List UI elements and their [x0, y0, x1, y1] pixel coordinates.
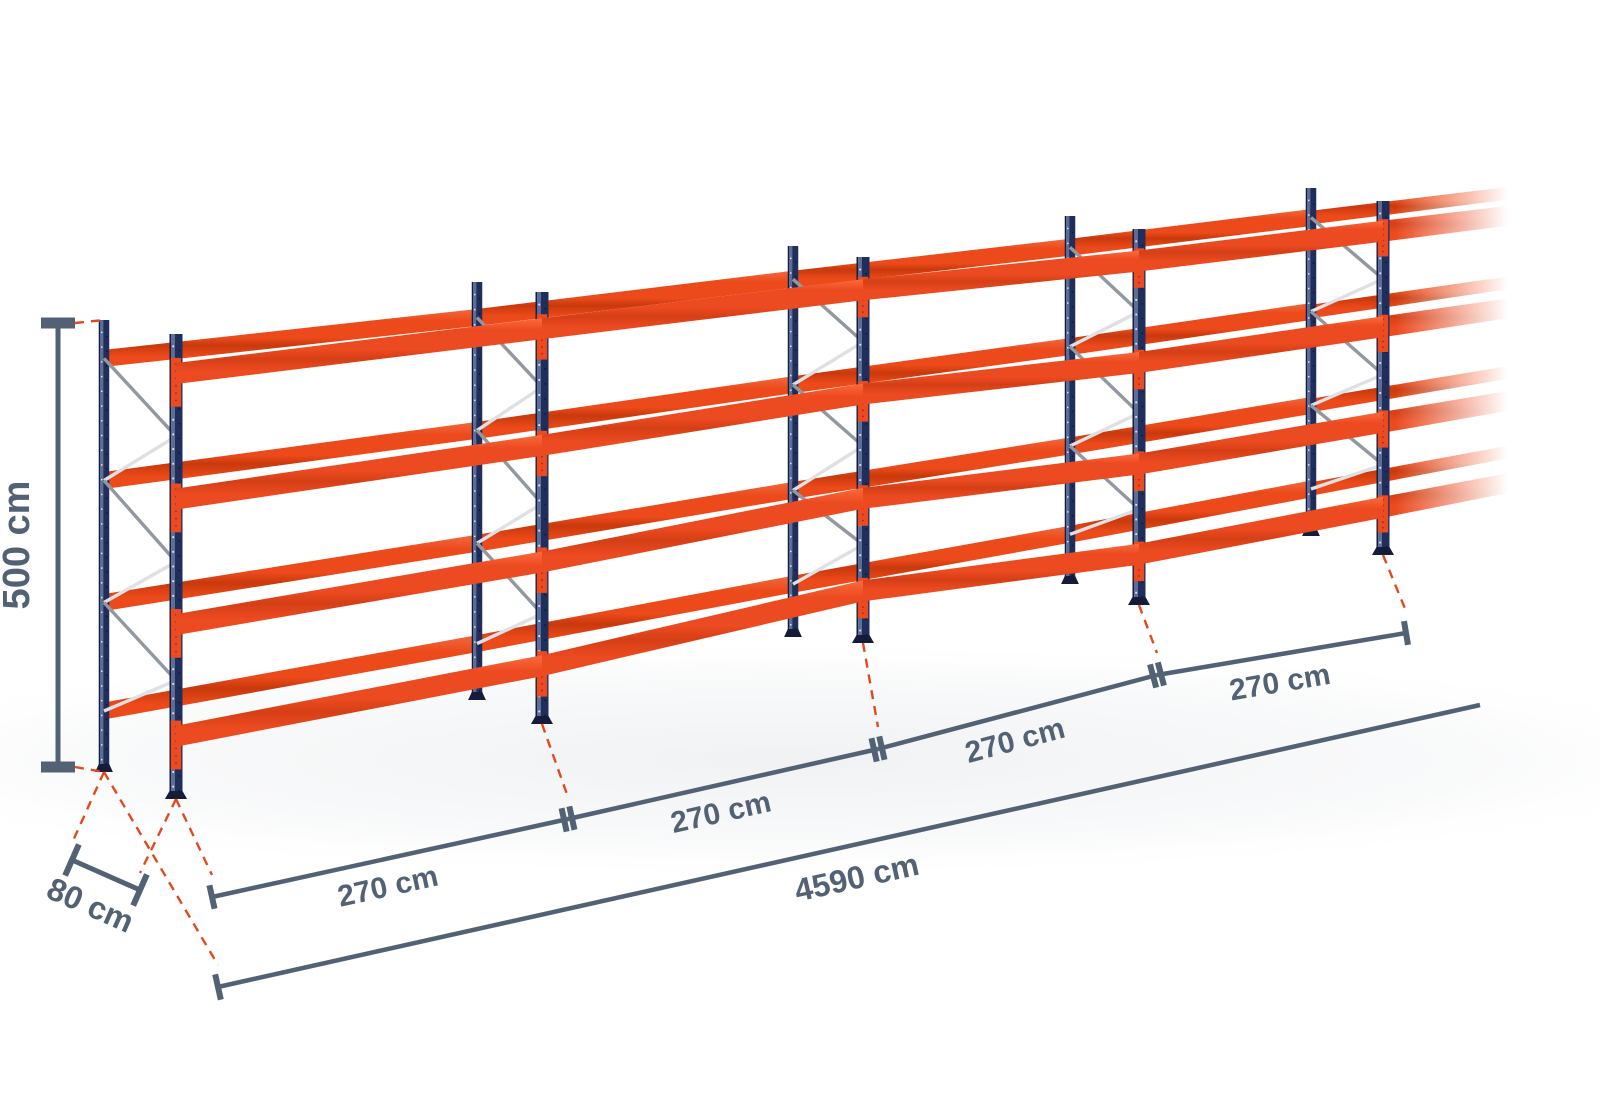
svg-text:500 cm: 500 cm	[0, 481, 38, 610]
